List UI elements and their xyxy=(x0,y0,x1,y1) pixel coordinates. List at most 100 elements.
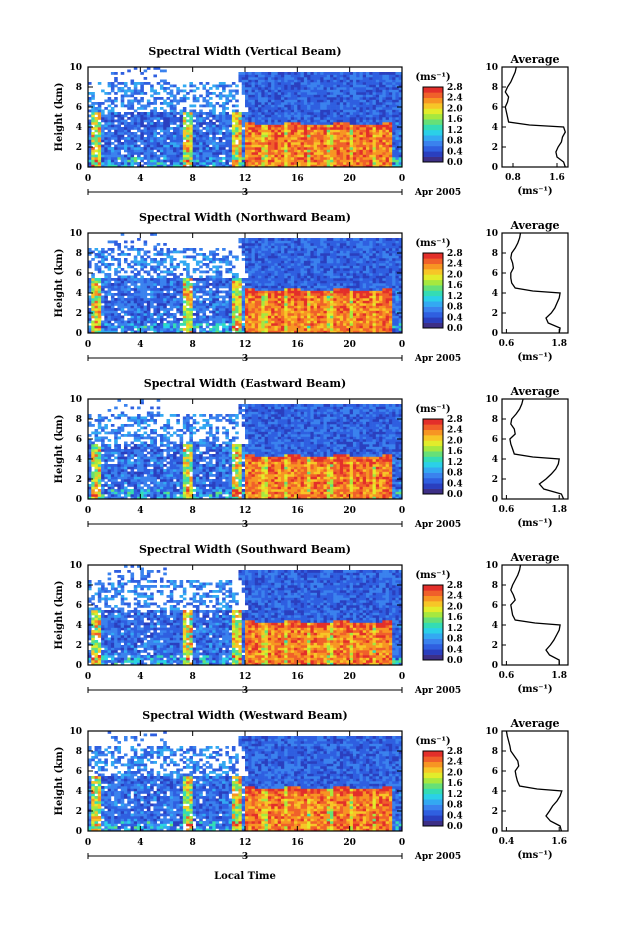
heatmap-cell xyxy=(137,326,141,329)
heatmap-cell xyxy=(274,281,278,284)
heatmap-cell xyxy=(140,248,144,251)
heatmap-cell xyxy=(288,125,292,128)
heatmap-cell xyxy=(346,97,350,100)
heatmap-cell xyxy=(363,160,367,163)
heatmap-cell xyxy=(288,100,292,103)
heatmap-cell xyxy=(121,162,125,165)
heatmap-cell xyxy=(134,301,138,304)
heatmap-cell xyxy=(189,286,193,289)
heatmap-cell xyxy=(353,107,357,110)
heatmap-cell xyxy=(258,147,262,150)
heatmap-cell xyxy=(180,150,184,153)
heatmap-cell xyxy=(392,157,396,160)
heatmap-cell xyxy=(288,152,292,155)
heatmap-cell xyxy=(199,155,203,158)
heatmap-cell xyxy=(274,80,278,83)
colorbar-tick-label: 1.2 xyxy=(447,126,463,136)
heatmap-cell xyxy=(245,303,249,306)
heatmap-cell xyxy=(274,147,278,150)
heatmap-cell xyxy=(304,77,308,80)
heatmap-cell xyxy=(363,145,367,148)
heatmap-cell xyxy=(340,157,344,160)
heatmap-cell xyxy=(101,248,105,251)
heatmap-cell xyxy=(199,326,203,329)
heatmap-cell xyxy=(238,286,242,289)
heatmap-cell xyxy=(209,306,213,309)
heatmap-cell xyxy=(193,97,197,100)
heatmap-cell xyxy=(157,273,161,276)
heatmap-cell xyxy=(114,313,118,316)
heatmap-cell xyxy=(202,313,206,316)
heatmap-cell xyxy=(238,303,242,306)
heatmap-cell xyxy=(144,253,148,256)
heatmap-cell xyxy=(108,248,112,251)
heatmap-cell xyxy=(301,137,305,140)
heatmap-cell xyxy=(379,85,383,88)
heatmap-cell xyxy=(160,70,164,73)
heatmap-cell xyxy=(248,298,252,301)
heatmap-cell xyxy=(382,85,386,88)
heatmap-cell xyxy=(170,122,174,125)
heatmap-cell xyxy=(117,318,121,321)
heatmap-cell xyxy=(252,281,256,284)
heatmap-cell xyxy=(274,318,278,321)
heatmap-cell xyxy=(180,278,184,281)
heatmap-cell xyxy=(104,160,108,163)
heatmap-cell xyxy=(386,147,390,150)
heatmap-cell xyxy=(111,87,115,90)
heatmap-cell xyxy=(114,157,118,160)
heatmap-cell xyxy=(219,117,223,120)
heatmap-cell xyxy=(235,100,239,103)
heatmap-cell xyxy=(330,105,334,108)
heatmap-cell xyxy=(108,110,112,113)
heatmap-cell xyxy=(127,306,131,309)
heatmap-cell xyxy=(225,308,229,311)
heatmap-cell xyxy=(202,303,206,306)
heatmap-cell xyxy=(124,288,128,291)
heatmap-cell xyxy=(291,303,295,306)
heatmap-cell xyxy=(104,162,108,165)
heatmap-cell xyxy=(245,95,249,98)
heatmap-cell xyxy=(278,266,282,269)
heatmap-cell xyxy=(144,313,148,316)
heatmap-cell xyxy=(163,127,167,130)
heatmap-cell xyxy=(392,145,396,148)
heatmap-cell xyxy=(222,115,226,118)
heatmap-cell xyxy=(258,87,262,90)
heatmap-cell xyxy=(212,157,216,160)
heatmap-cell xyxy=(180,323,184,326)
heatmap-cell xyxy=(144,298,148,301)
heatmap-cell xyxy=(121,321,125,324)
heatmap-cell xyxy=(206,90,210,93)
heatmap-cell xyxy=(153,321,157,324)
heatmap-cell xyxy=(193,306,197,309)
heatmap-cell xyxy=(104,283,108,286)
heatmap-cell xyxy=(225,162,229,165)
heatmap-cell xyxy=(186,142,190,145)
heatmap-cell xyxy=(271,306,275,309)
heatmap-cell xyxy=(304,125,308,128)
heatmap-cell xyxy=(238,125,242,128)
heatmap-cell xyxy=(252,323,256,326)
heatmap-cell xyxy=(317,75,321,78)
heatmap-cell xyxy=(121,283,125,286)
heatmap-cell xyxy=(245,308,249,311)
heatmap-cell xyxy=(212,110,216,113)
heatmap-cell xyxy=(291,321,295,324)
heatmap-cell xyxy=(160,112,164,115)
heatmap-cell xyxy=(144,107,148,110)
heatmap-cell xyxy=(170,115,174,118)
heatmap-cell xyxy=(281,321,285,324)
heatmap-cell xyxy=(271,301,275,304)
heatmap-cell xyxy=(258,150,262,153)
heatmap-cell xyxy=(255,142,259,145)
heatmap-cell xyxy=(124,150,128,153)
heatmap-cell xyxy=(389,92,393,95)
heatmap-cell xyxy=(235,120,239,123)
heatmap-cell xyxy=(131,323,135,326)
heatmap-cell xyxy=(98,130,102,133)
heatmap-cell xyxy=(255,102,259,105)
heatmap-cell xyxy=(395,90,399,93)
heatmap-cell xyxy=(245,87,249,90)
heatmap-cell xyxy=(124,160,128,163)
